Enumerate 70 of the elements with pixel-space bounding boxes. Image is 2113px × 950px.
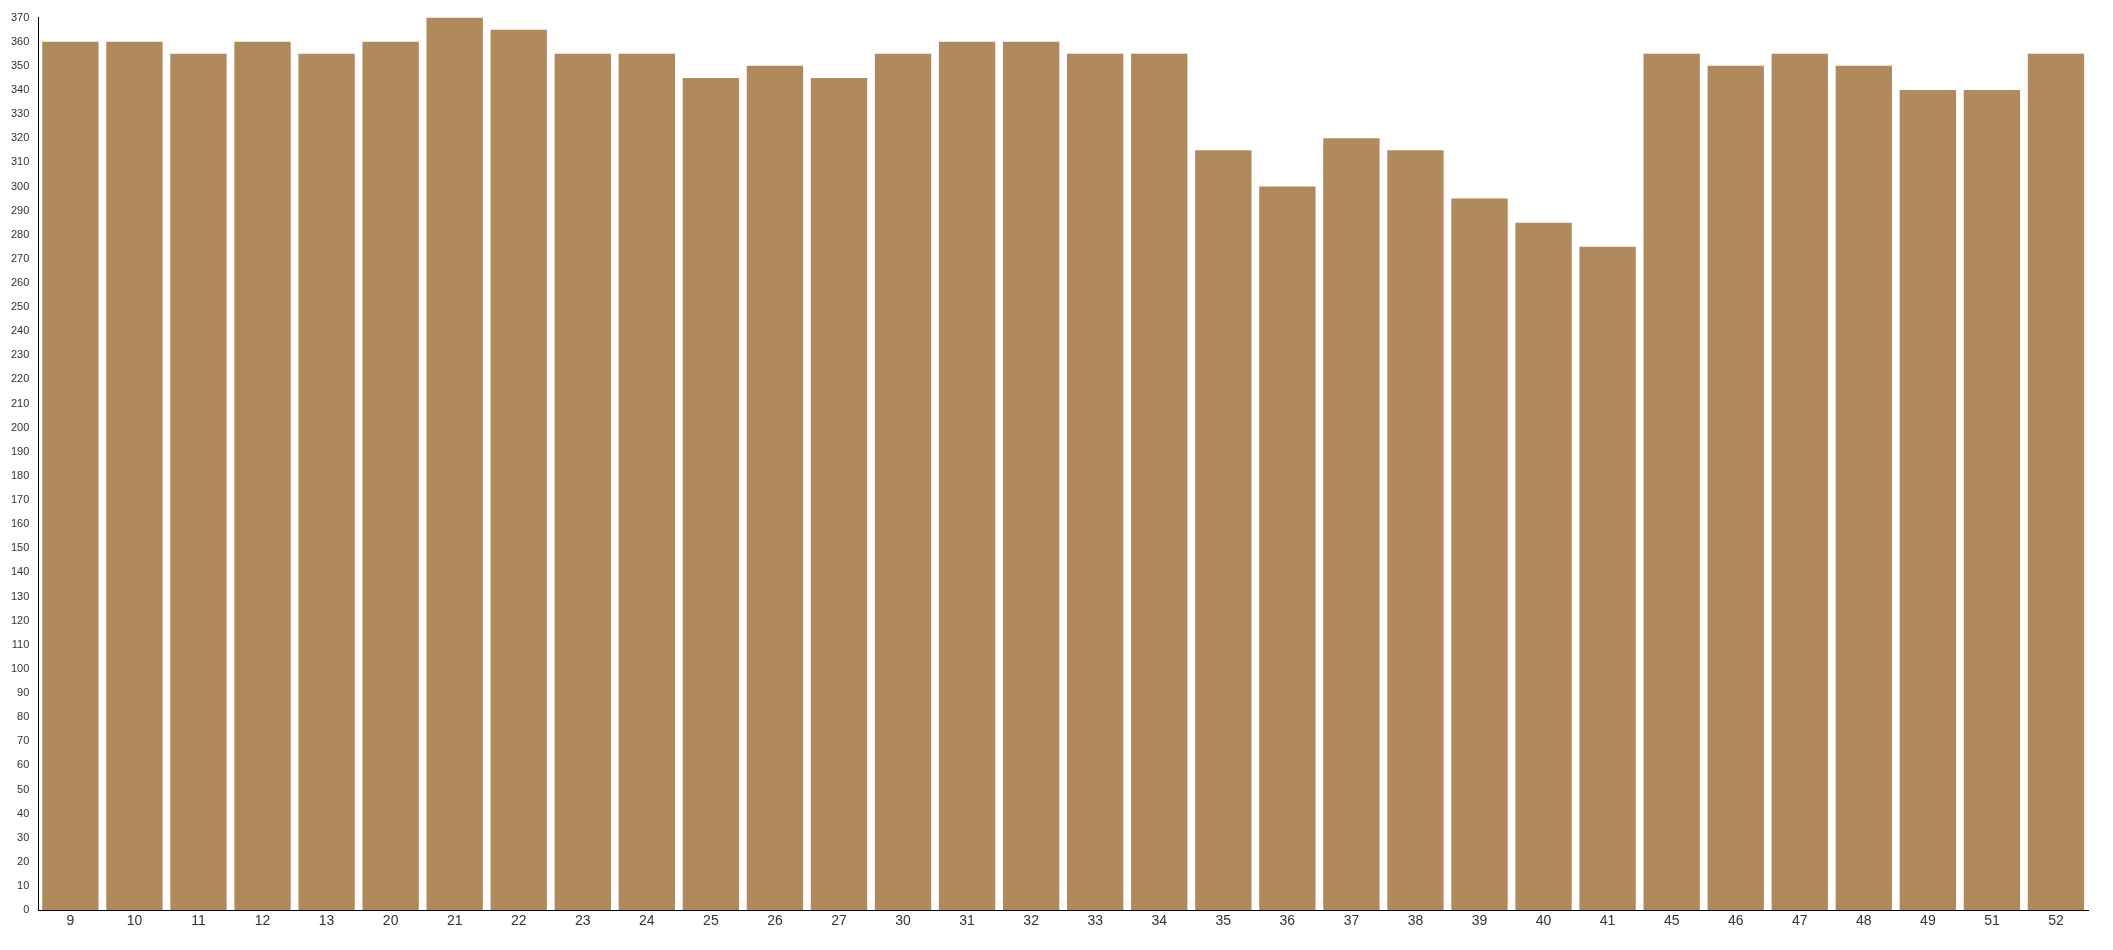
x-tick-label: 39: [1471, 912, 1488, 929]
y-tick-label: 40: [17, 806, 30, 819]
y-tick-label: 370: [10, 10, 30, 23]
x-tick-label: 22: [510, 912, 527, 929]
x-tick-label: 11: [191, 912, 206, 929]
y-tick-label: 290: [10, 203, 30, 216]
y-tick-label: 240: [10, 324, 30, 337]
y-tick-label: 20: [17, 854, 30, 867]
x-tick-label: 31: [959, 912, 976, 929]
x-tick-label: 9: [66, 912, 75, 929]
x-tick-label: 33: [1087, 912, 1104, 929]
x-tick-label: 52: [2048, 912, 2064, 929]
y-tick-label: 170: [10, 493, 30, 506]
y-tick-label: 350: [10, 58, 30, 71]
y-tick-label: 90: [17, 686, 30, 699]
x-tick-label: 45: [1663, 912, 1680, 929]
x-tick-label: 48: [1856, 912, 1872, 929]
x-tick-label: 23: [575, 912, 591, 929]
x-tick-label: 32: [1023, 912, 1040, 929]
y-tick-label: 310: [10, 155, 30, 168]
x-tick-label: 12: [254, 912, 271, 929]
x-tick-label: 37: [1343, 912, 1360, 929]
y-tick-label: 140: [10, 565, 30, 578]
y-tick-label: 60: [17, 758, 30, 771]
y-tick-label: 300: [10, 179, 30, 192]
y-tick-label: 10: [17, 879, 30, 892]
y-tick-label: 180: [10, 468, 30, 481]
x-tick-label: 41: [1599, 912, 1616, 929]
x-tick-label: 13: [318, 912, 335, 929]
x-tick-label: 24: [639, 912, 655, 929]
y-tick-label: 280: [10, 227, 30, 240]
y-tick-label: 360: [10, 34, 30, 47]
x-tick-label: 10: [126, 912, 143, 929]
x-tick-label: 35: [1215, 912, 1232, 929]
x-tick-label: 34: [1151, 912, 1168, 929]
x-tick-label: 38: [1407, 912, 1424, 929]
y-tick-label: 250: [10, 300, 30, 313]
x-tick-label: 30: [895, 912, 912, 929]
y-tick-label: 150: [10, 541, 30, 554]
y-tick-label: 220: [10, 372, 30, 385]
y-tick-label: 260: [10, 276, 30, 288]
y-tick-label: 330: [10, 107, 30, 120]
y-tick-label: 50: [17, 782, 30, 795]
y-tick-label: 30: [17, 830, 30, 843]
x-tick-label: 36: [1279, 912, 1296, 929]
y-tick-label: 100: [10, 661, 30, 674]
y-tick-label: 340: [10, 83, 30, 95]
y-tick-label: 190: [10, 444, 30, 457]
x-tick-label: 21: [446, 912, 463, 929]
x-tick-label: 40: [1535, 912, 1552, 929]
y-tick-label: 80: [17, 710, 30, 723]
x-tick-label: 27: [831, 912, 847, 929]
y-tick-label: 120: [10, 613, 30, 626]
y-tick-label: 210: [10, 396, 30, 409]
x-tick-label: 46: [1727, 912, 1744, 929]
y-tick-label: 320: [10, 131, 30, 144]
x-tick-label: 47: [1791, 912, 1808, 929]
x-tick-label: 25: [703, 912, 719, 929]
y-tick-label: 230: [10, 348, 30, 361]
y-tick-label: 0: [23, 903, 30, 916]
y-tick-label: 110: [11, 637, 30, 650]
x-tick-label: 49: [1920, 912, 1936, 929]
y-tick-label: 270: [10, 251, 30, 264]
x-tick-label: 26: [767, 912, 783, 929]
y-tick-label: 130: [10, 589, 30, 602]
y-tick-label: 160: [10, 517, 30, 530]
x-tick-label: 51: [1984, 912, 2000, 929]
x-tick-label: 20: [382, 912, 399, 929]
y-tick-label: 200: [10, 420, 30, 433]
y-tick-label: 70: [17, 734, 30, 747]
